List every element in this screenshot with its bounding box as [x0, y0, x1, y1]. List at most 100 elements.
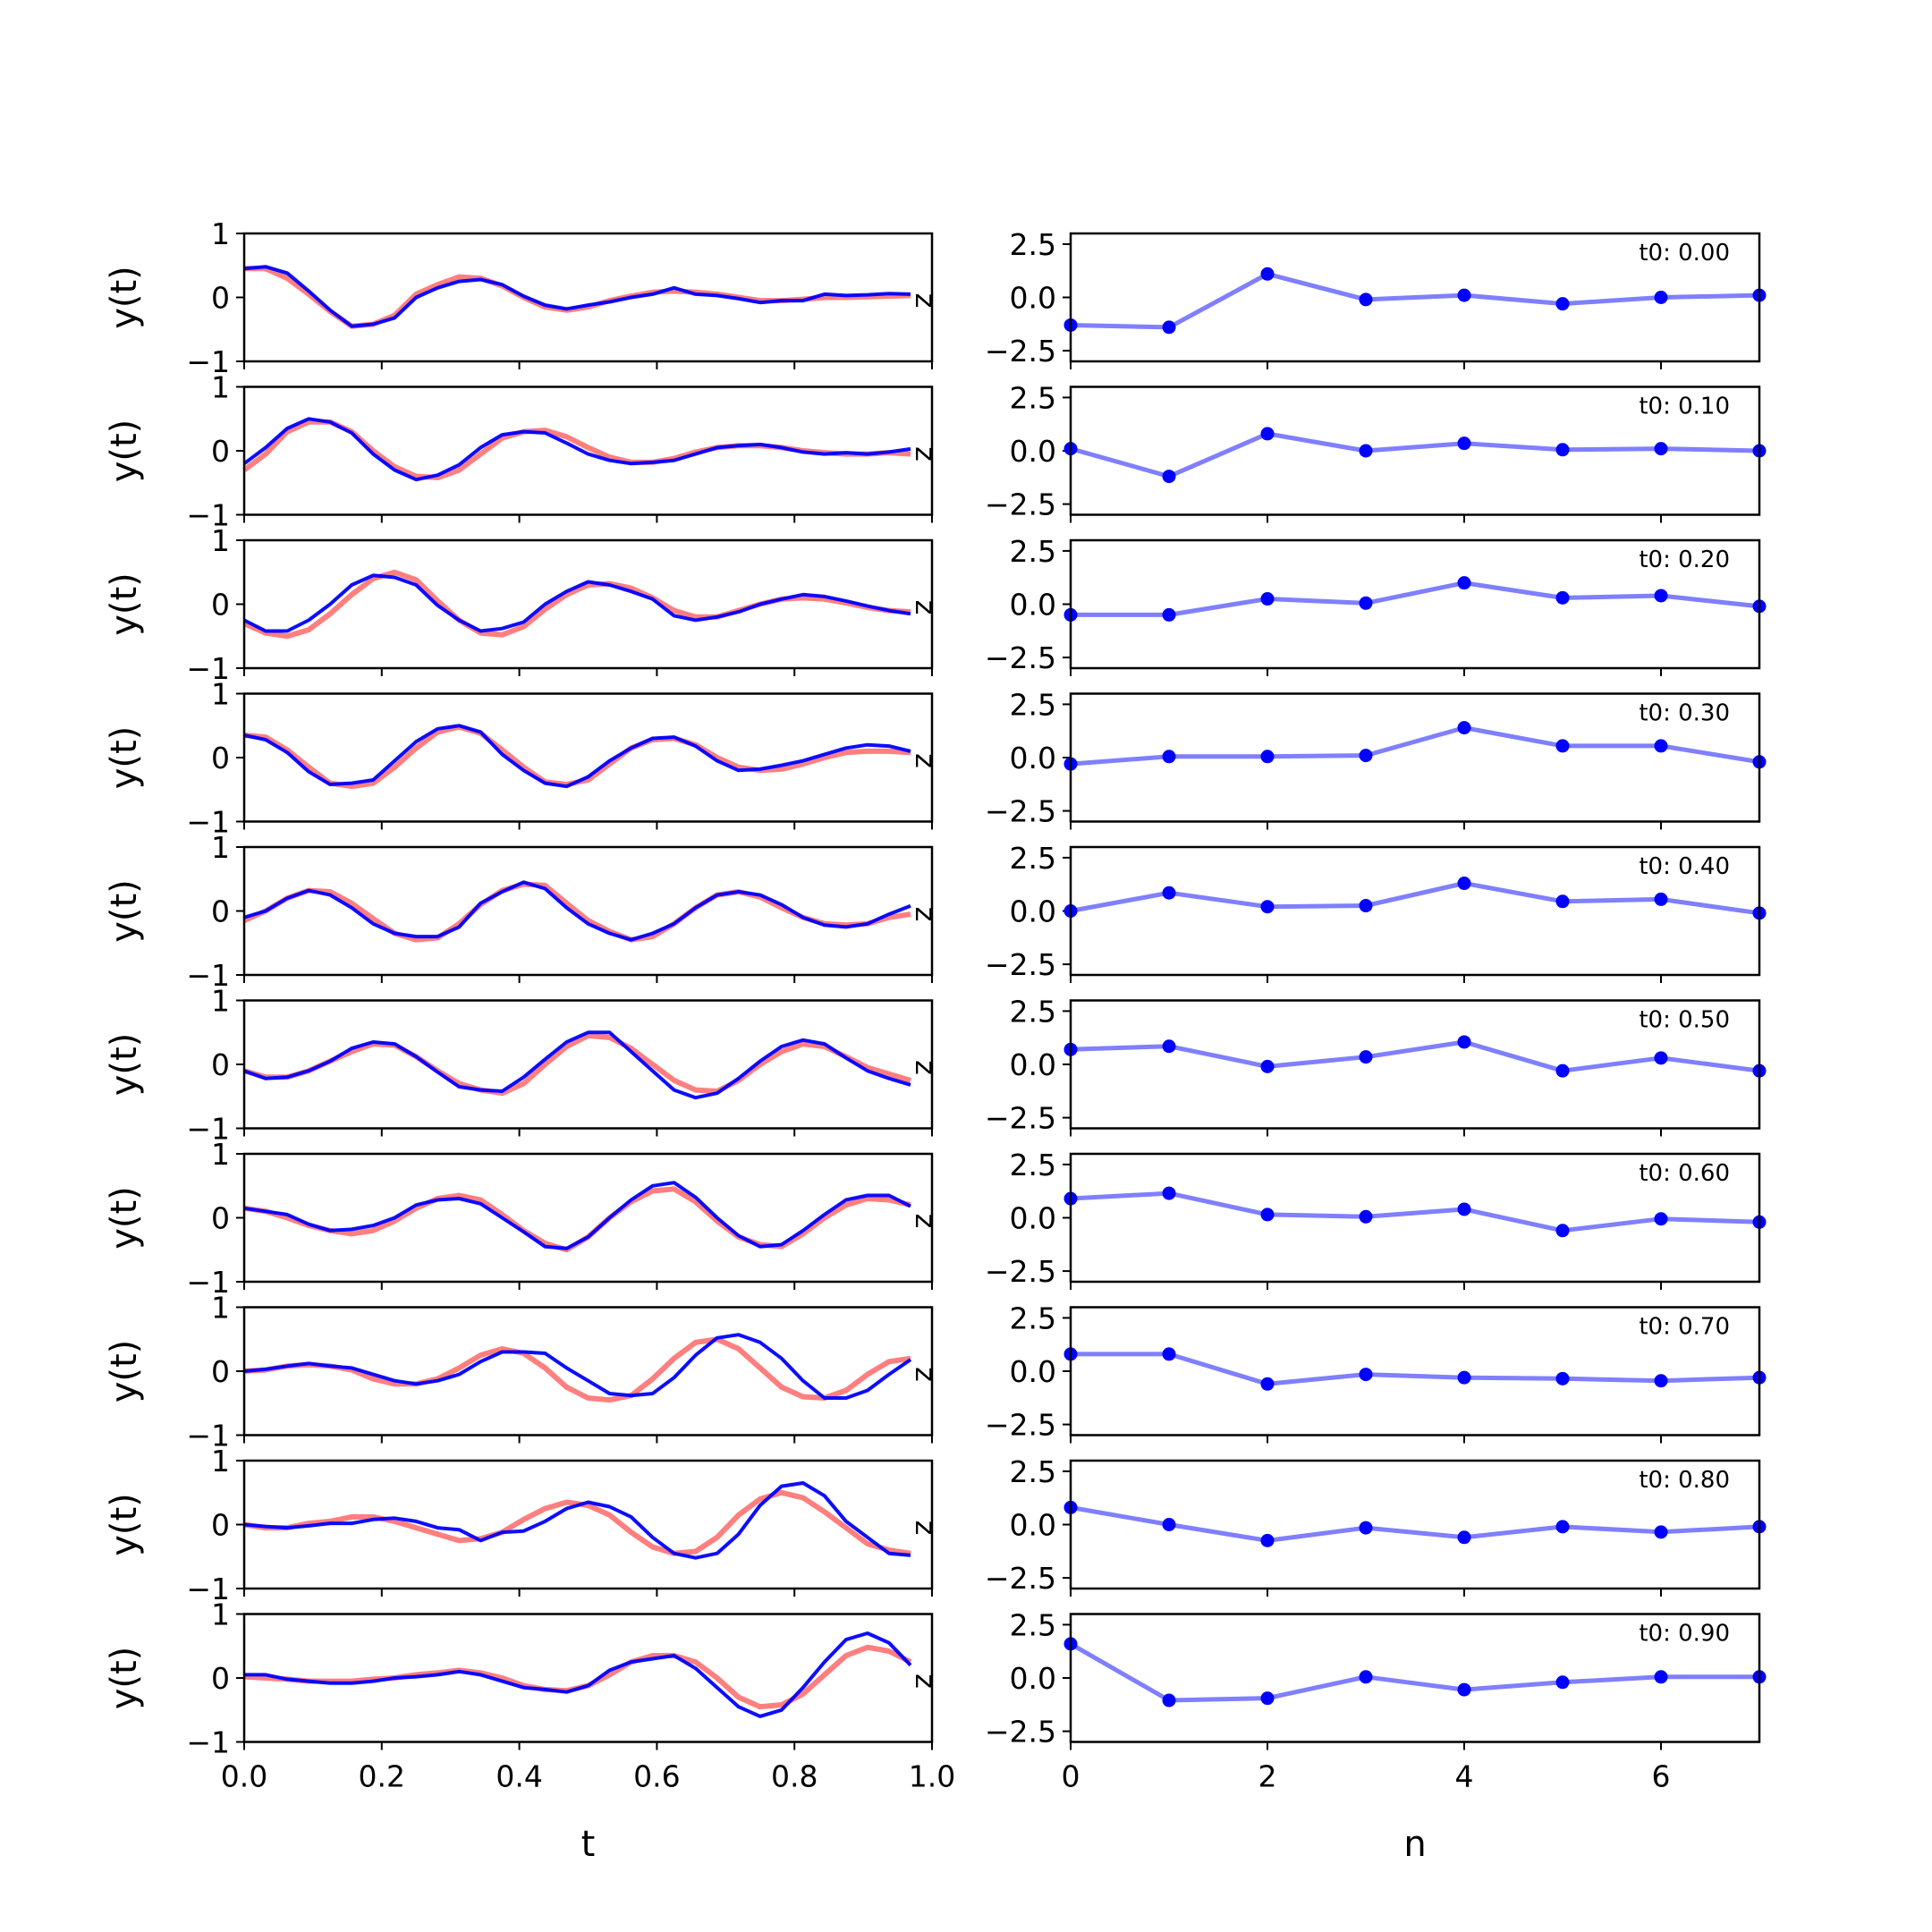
coefficient-point: [1162, 1693, 1176, 1707]
coef-panel-5: 2.5 0.0 −2.5 t0: 0.50: [985, 994, 1767, 1137]
x-tick-label: 0.2: [359, 1759, 405, 1794]
z-annotation: z: [909, 753, 943, 768]
x-tick-label: 4: [1455, 1759, 1474, 1794]
right-x-axis-label: n: [1403, 1824, 1426, 1865]
y-axis-label: y(t): [104, 419, 145, 483]
coefficient-point: [1654, 739, 1668, 753]
y-tick-label: 1: [211, 984, 230, 1019]
x-tick-label: 1.0: [909, 1759, 955, 1794]
t0-label: t0: 0.30: [1639, 700, 1730, 727]
coefficient-point: [1359, 749, 1373, 763]
z-annotation: z: [909, 600, 943, 615]
coefficient-point: [1555, 297, 1570, 311]
coef-panel-2: 2.5 0.0 −2.5 t0: 0.20: [985, 534, 1767, 676]
t0-label: t0: 0.70: [1639, 1314, 1730, 1341]
coefficient-point: [1260, 427, 1275, 441]
coefficient-point: [1555, 1675, 1570, 1690]
y-tick-label: 0: [211, 1661, 230, 1696]
reconstruction-series-line: [243, 1030, 911, 1100]
y-axis-label: y(t): [104, 879, 145, 943]
coefficient-point: [1457, 1202, 1471, 1216]
coefficient-point: [1162, 470, 1176, 484]
y-tick-label: 2.5: [1010, 1148, 1056, 1182]
y-axis-label: y(t): [104, 1493, 145, 1556]
t0-label: t0: 0.90: [1639, 1621, 1730, 1648]
coefficient-point: [1359, 292, 1373, 307]
z-annotation: z: [909, 446, 943, 462]
y-tick-label: −1: [186, 958, 230, 993]
coef-panel-frame: [1069, 845, 1761, 977]
t0-label: t0: 0.10: [1639, 394, 1730, 420]
coefficient-point: [1359, 1050, 1373, 1064]
y-tick-label: 0.0: [1010, 1201, 1056, 1236]
signal-panel-8: 1 0 −1 y(t) z: [104, 1444, 943, 1606]
y-tick-label: 0: [211, 1047, 230, 1082]
y-tick-label: 0.0: [1010, 741, 1056, 775]
y-axis-label: y(t): [104, 572, 145, 636]
coefficient-point: [1457, 288, 1471, 302]
coefficient-point: [1457, 1530, 1471, 1545]
y-tick-label: 0: [211, 1354, 230, 1389]
coefficient-point: [1260, 1377, 1275, 1391]
y-tick-label: −2.5: [985, 947, 1056, 982]
y-tick-label: 0: [211, 588, 230, 623]
y-tick-label: 2.5: [1010, 1301, 1056, 1335]
z-annotation: z: [909, 1214, 943, 1229]
coefficient-point: [1260, 1533, 1275, 1547]
coefficient-point: [1555, 1063, 1570, 1078]
signal-panel-frame: [242, 1459, 934, 1590]
left-x-axis-label: t: [581, 1824, 596, 1865]
y-tick-label: 2.5: [1010, 687, 1056, 722]
signal-panel-2: 1 0 −1 y(t) z: [104, 523, 943, 686]
signal-panel-4: 1 0 −1 y(t) z: [104, 830, 943, 993]
coefficient-line: [1071, 1352, 1760, 1386]
coefficient-point: [1260, 1059, 1275, 1073]
reconstruction-series-line: [243, 573, 911, 633]
coef-panel-frame: [1069, 692, 1761, 823]
signal-panel-5: 1 0 −1 y(t) z: [104, 984, 943, 1147]
y-tick-label: 2.5: [1010, 994, 1056, 1029]
coefficient-point: [1162, 1039, 1176, 1054]
coefficient-point: [1457, 721, 1471, 735]
y-tick-label: −2.5: [985, 1101, 1056, 1136]
z-annotation: z: [909, 1674, 943, 1689]
coef-panel-4: 2.5 0.0 −2.5 t0: 0.40: [985, 841, 1767, 983]
reference-series-line: [243, 1336, 911, 1403]
x-tick-label: 0.4: [496, 1759, 542, 1794]
y-tick-label: −2.5: [985, 1715, 1056, 1750]
coefficient-point: [1457, 436, 1471, 451]
reference-series-line: [243, 1032, 911, 1097]
y-tick-label: 0.0: [1010, 281, 1056, 316]
x-tick-label: 0: [1062, 1759, 1080, 1794]
y-tick-label: 1: [211, 677, 230, 712]
y-axis-label: y(t): [104, 726, 145, 790]
y-axis-label: y(t): [104, 266, 145, 329]
subplot-grid: 1 0 −1 y(t) z 2.5 0.0 −2.5 t0: 0.00 1 0 −1 y(t) z 2.5 0…: [104, 216, 1767, 1794]
signal-panel-frame: [242, 845, 934, 977]
coefficient-point: [1359, 444, 1373, 458]
y-tick-label: 1: [211, 370, 230, 405]
coefficient-line: [1070, 1191, 1760, 1233]
coefficient-point: [1654, 589, 1668, 603]
coefficient-line: [1070, 1504, 1760, 1543]
reconstruction-series-line: [243, 1481, 911, 1560]
y-tick-label: 2.5: [1010, 380, 1056, 415]
coef-panel-1: 2.5 0.0 −2.5 t0: 0.10: [985, 380, 1767, 523]
coefficient-point: [1162, 1186, 1176, 1200]
signal-panel-frame: [242, 232, 934, 363]
y-tick-label: 0: [211, 281, 230, 316]
y-axis-label: y(t): [104, 1186, 145, 1250]
signal-panel-9: 1 0 −10.0 0.2 0.4 0.6 0.8 1.0 y(t) z: [104, 1597, 955, 1794]
z-annotation: z: [909, 1521, 943, 1536]
reconstruction-series-line: [243, 1181, 911, 1250]
t0-label: t0: 0.40: [1639, 853, 1730, 880]
y-tick-label: 0: [211, 741, 230, 775]
coef-panel-frame: [1069, 1152, 1761, 1284]
z-annotation: z: [909, 293, 943, 309]
z-annotation: z: [909, 1060, 943, 1075]
y-tick-label: 0: [211, 1201, 230, 1236]
z-annotation: z: [909, 907, 943, 922]
coefficient-point: [1359, 1670, 1373, 1684]
t0-label: t0: 0.80: [1639, 1467, 1730, 1494]
